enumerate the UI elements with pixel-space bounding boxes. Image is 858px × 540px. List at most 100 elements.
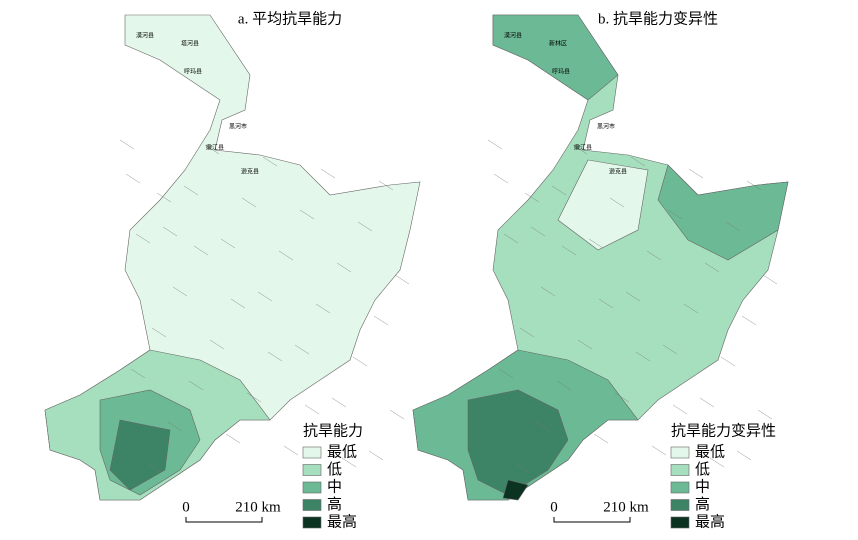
county-border xyxy=(246,392,262,403)
place-label: 塔河县 xyxy=(181,39,199,47)
legend-swatch xyxy=(670,446,690,459)
county-border xyxy=(267,351,283,362)
county-border xyxy=(119,139,135,150)
region xyxy=(502,479,529,501)
legend-label: 低 xyxy=(327,461,342,478)
county-border xyxy=(283,445,299,456)
legend-label: 最低 xyxy=(327,443,357,460)
county-border xyxy=(667,209,683,220)
legend-label: 低 xyxy=(695,461,710,478)
county-border xyxy=(172,286,188,297)
county-border xyxy=(162,226,178,237)
county-border xyxy=(336,262,352,273)
county-border xyxy=(156,192,172,203)
county-border xyxy=(704,262,720,273)
place-label: 逊克县 xyxy=(609,167,627,175)
county-border xyxy=(503,233,519,244)
legend-swatch xyxy=(670,499,690,511)
legend-label: 最高 xyxy=(327,513,357,530)
county-border xyxy=(524,192,540,203)
county-border xyxy=(540,286,556,297)
county-border xyxy=(368,450,384,461)
region xyxy=(657,164,789,261)
county-border xyxy=(688,168,704,179)
county-border xyxy=(193,245,209,256)
county-border xyxy=(373,315,389,326)
county-border xyxy=(294,344,310,355)
county-border xyxy=(736,450,752,461)
county-border xyxy=(614,392,630,403)
county-border xyxy=(209,339,225,350)
county-border xyxy=(304,404,320,415)
legend-swatch xyxy=(670,464,690,476)
county-border xyxy=(320,168,336,179)
place-label: 新林区 xyxy=(549,39,567,47)
map-title: a. 平均抗旱能力 xyxy=(238,10,342,27)
county-border xyxy=(662,344,678,355)
county-border xyxy=(630,156,646,167)
county-border xyxy=(394,274,410,285)
county-border xyxy=(146,462,162,473)
legend-swatch xyxy=(302,499,322,511)
legend-label: 最高 xyxy=(695,513,725,530)
county-border xyxy=(151,327,167,338)
region xyxy=(467,389,569,496)
place-label: 漠河县 xyxy=(136,31,154,39)
legend-label: 最低 xyxy=(695,443,725,460)
county-border xyxy=(514,462,530,473)
county-border xyxy=(519,327,535,338)
place-label: 逊克县 xyxy=(241,167,259,175)
county-border xyxy=(609,197,625,208)
legend-label: 中 xyxy=(327,478,342,495)
county-border xyxy=(357,221,373,232)
county-border xyxy=(493,173,509,184)
county-border xyxy=(530,226,546,237)
scale-bar xyxy=(553,517,631,523)
county-border xyxy=(167,421,183,432)
place-label: 嫩江县 xyxy=(206,143,224,151)
legend-label: 高 xyxy=(695,496,710,513)
scale-bar xyxy=(185,517,263,523)
county-border xyxy=(188,380,204,391)
county-border xyxy=(762,274,778,285)
scale-start: 0 xyxy=(550,499,558,515)
county-border xyxy=(183,185,199,196)
county-border xyxy=(646,250,662,261)
county-border xyxy=(577,339,593,350)
scale-end: 210 km xyxy=(235,499,281,515)
legend-title: 抗旱能力 xyxy=(303,422,363,439)
county-border xyxy=(593,433,609,444)
county-border xyxy=(225,433,241,444)
scale-start: 0 xyxy=(182,499,190,515)
map-title: b. 抗旱能力变异性 xyxy=(598,10,718,27)
county-border xyxy=(598,298,614,309)
county-border xyxy=(720,356,736,367)
county-border xyxy=(672,404,688,415)
scale-end: 210 km xyxy=(603,499,649,515)
county-border xyxy=(135,233,151,244)
county-border xyxy=(746,180,762,191)
region xyxy=(109,419,171,491)
county-border xyxy=(341,457,357,468)
county-border xyxy=(315,303,331,314)
region xyxy=(492,14,619,101)
county-border xyxy=(588,238,604,249)
legend-title: 抗旱能力变异性 xyxy=(671,422,776,439)
county-border xyxy=(699,397,715,408)
county-border xyxy=(561,245,577,256)
county-border xyxy=(130,368,146,379)
place-label: 漠河县 xyxy=(504,31,522,39)
county-border xyxy=(741,315,757,326)
county-border xyxy=(220,238,236,249)
county-border xyxy=(625,291,641,302)
legend-swatch xyxy=(670,516,690,529)
county-border xyxy=(709,457,725,468)
county-border xyxy=(278,250,294,261)
place-label: 嫩江县 xyxy=(574,143,592,151)
county-border xyxy=(352,356,368,367)
county-border xyxy=(204,144,220,155)
county-border xyxy=(551,185,567,196)
county-border xyxy=(389,409,405,420)
